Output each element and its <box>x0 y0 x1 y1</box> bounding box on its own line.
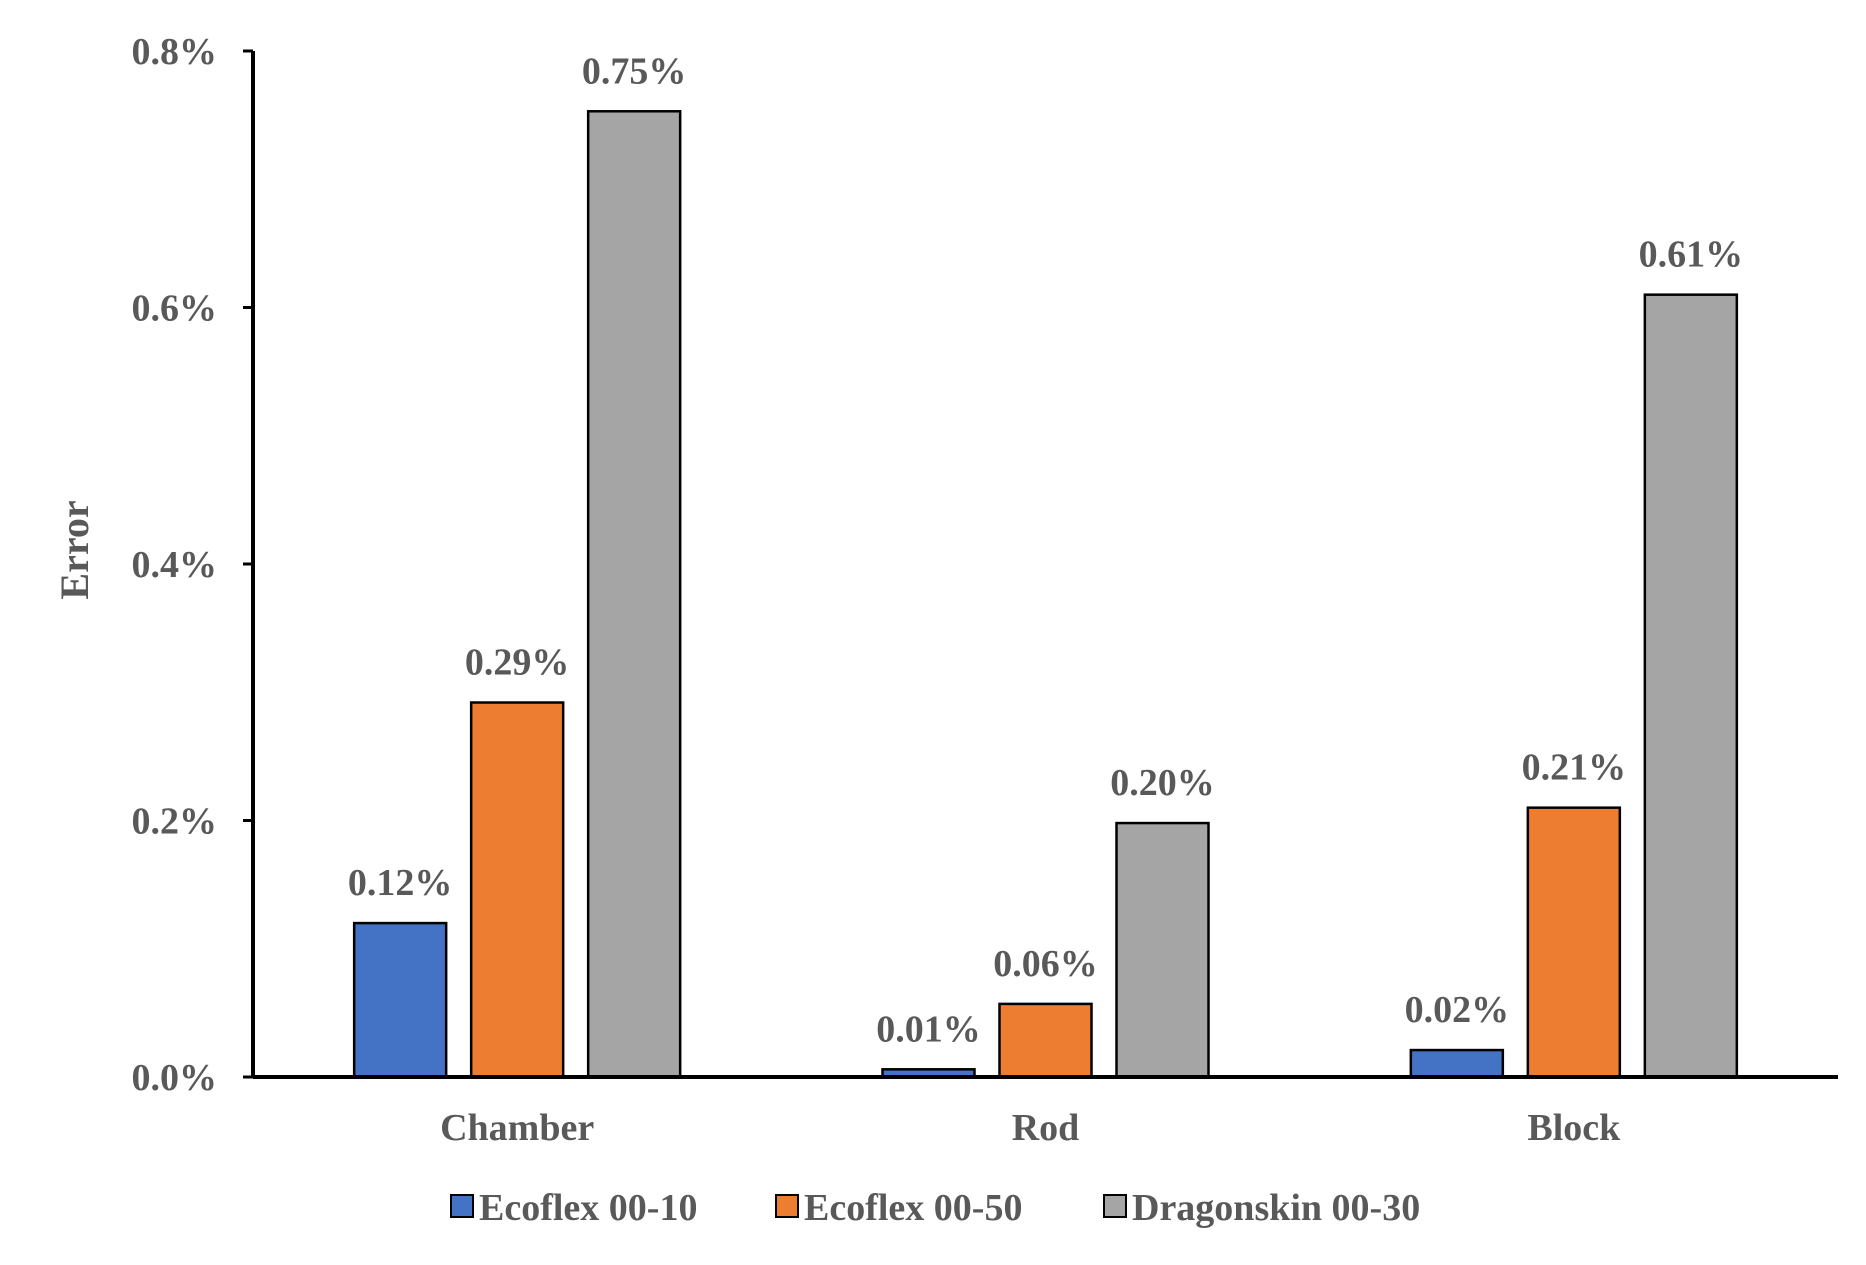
data-label: 0.12% <box>348 862 453 904</box>
axes <box>251 51 1838 1079</box>
y-tick-label: 0.2% <box>132 801 218 843</box>
y-tick-label: 0.8% <box>132 31 218 73</box>
bar-block-1 <box>1409 1048 1505 1079</box>
x-category-label: Rod <box>1012 1107 1080 1149</box>
legend-label: Dragonskin 00-30 <box>1132 1187 1420 1229</box>
bar-block-3 <box>1643 293 1739 1079</box>
data-label: 0.21% <box>1522 747 1627 789</box>
y-tick-label: 0.4% <box>132 544 218 586</box>
bar-chamber-3 <box>586 110 682 1079</box>
data-label: 0.75% <box>582 50 687 92</box>
data-label: 0.29% <box>465 642 570 684</box>
y-tick-label: 0.0% <box>132 1057 218 1099</box>
data-labels: 0.12% 0.29% 0.75% 0.01% 0.06% 0.20% 0.02% 0.21%… <box>348 50 1743 1050</box>
x-category-label: Chamber <box>440 1107 594 1149</box>
bars <box>352 110 1739 1079</box>
legend-swatch <box>1103 1194 1127 1218</box>
category-labels: Chamber Rod Block <box>440 1107 1621 1149</box>
legend-swatch <box>450 1194 474 1218</box>
data-label: 0.20% <box>1110 762 1215 804</box>
x-category-label: Block <box>1527 1107 1621 1149</box>
y-axis-ticks: 0.0% 0.2% 0.4% 0.6% 0.8% <box>132 31 253 1099</box>
data-label: 0.06% <box>993 943 1098 985</box>
data-label: 0.02% <box>1405 989 1510 1031</box>
data-label: 0.61% <box>1639 234 1744 276</box>
legend: Ecoflex 00-10 Ecoflex 00-50 Dragonskin 00-… <box>450 1187 1420 1229</box>
data-label: 0.01% <box>876 1008 981 1050</box>
y-tick-label: 0.6% <box>132 288 218 330</box>
bar-rod-3 <box>1115 821 1210 1079</box>
legend-label: Ecoflex 00-50 <box>804 1187 1022 1229</box>
legend-swatch <box>775 1194 799 1218</box>
legend-label: Ecoflex 00-10 <box>479 1187 697 1229</box>
bar-chamber-1 <box>352 921 448 1079</box>
bar-chamber-2 <box>469 701 565 1079</box>
bar-rod-2 <box>998 1002 1093 1079</box>
y-axis-title: Error <box>52 500 97 599</box>
bar-block-2 <box>1526 806 1622 1079</box>
